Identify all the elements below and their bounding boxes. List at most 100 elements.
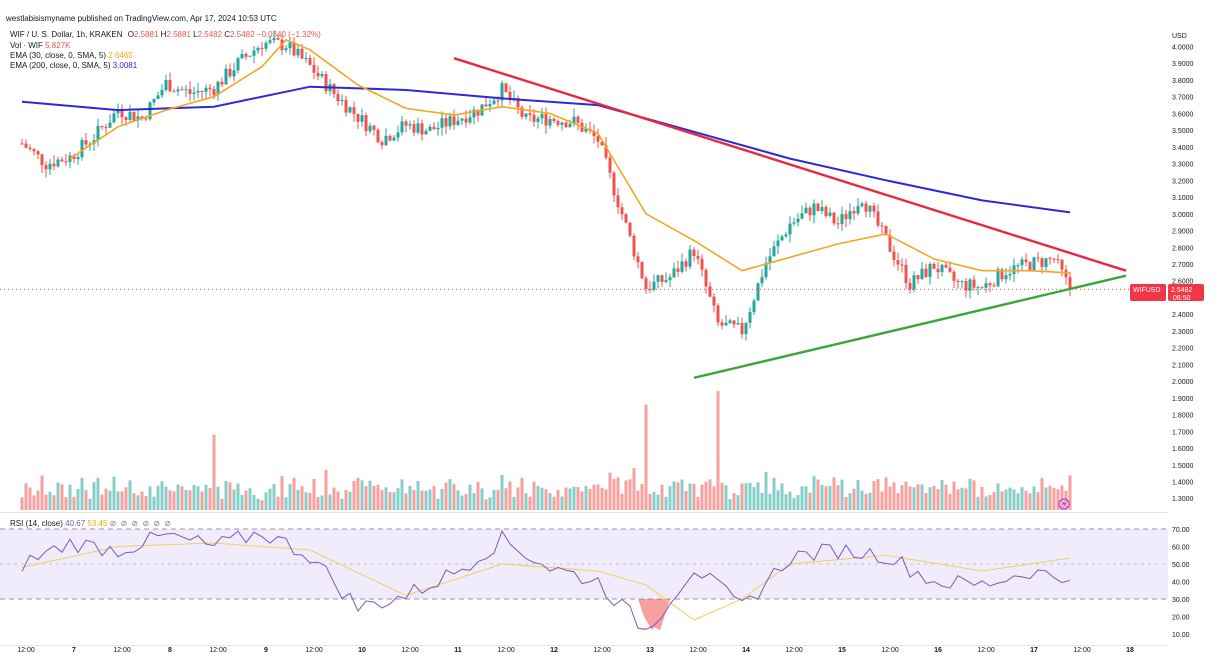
candle-body	[332, 84, 336, 94]
candle-body	[996, 269, 1000, 287]
volume-bar	[576, 487, 580, 510]
rsi-tick: 70.00	[1172, 527, 1190, 534]
time-tick: 7	[72, 647, 76, 654]
candle-body	[144, 118, 148, 120]
last-price-value-box	[1168, 284, 1204, 301]
candle-body	[796, 218, 800, 223]
candle-body	[32, 148, 36, 152]
volume-bar	[336, 491, 340, 510]
time-tick: 12:00	[209, 647, 227, 654]
ohlc-open: 2.5881	[133, 30, 159, 39]
volume-bar	[1000, 491, 1004, 510]
volume-bar	[1036, 492, 1040, 510]
volume-bar	[136, 495, 140, 510]
resistance-trendline[interactable]	[453, 57, 1127, 272]
price-tick: 3.4000	[1172, 145, 1194, 152]
volume-bar	[320, 495, 324, 510]
candle-body	[456, 120, 460, 126]
lightning-icon[interactable]	[1058, 498, 1070, 510]
candle-body	[760, 277, 764, 284]
volume-bar	[824, 486, 828, 510]
volume-bar	[684, 491, 688, 510]
candle-body	[56, 159, 60, 167]
volume-bar	[412, 490, 416, 510]
ema30-label[interactable]: EMA (30, close, 0, SMA, 5)	[10, 51, 107, 60]
candle-body	[256, 47, 260, 51]
ema200-label[interactable]: EMA (200, close, 0, SMA, 5)	[10, 61, 111, 70]
volume-bar	[368, 480, 372, 510]
symbol-header: WIF / U. S. Dollar, 1h, KRAKEN O2.5881 H…	[10, 30, 321, 39]
time-tick: 9	[264, 647, 268, 654]
candle-body	[716, 305, 720, 323]
price-tick: 2.9000	[1172, 229, 1194, 236]
volume-bar	[548, 493, 552, 510]
candle-body	[912, 275, 916, 290]
candle-body	[808, 207, 812, 216]
volume-bar	[504, 488, 508, 510]
volume-bar	[608, 472, 612, 510]
rsi-settings-icons[interactable]: ⊘ ⊘ ⊘ ⊘ ⊘ ⊘	[109, 519, 173, 528]
candle-body	[324, 74, 328, 92]
volume-bar	[544, 489, 548, 510]
volume-bar	[264, 492, 268, 510]
candle-body	[304, 58, 308, 60]
support-trendline[interactable]	[693, 274, 1127, 379]
volume-bar	[568, 488, 572, 510]
volume-bar	[704, 481, 708, 510]
volume-bar	[728, 499, 732, 510]
volume-bar	[908, 486, 912, 510]
candle-body	[1044, 258, 1048, 268]
candle-body	[664, 280, 668, 282]
symbol-title[interactable]: WIF / U. S. Dollar, 1h, KRAKEN	[10, 30, 123, 39]
candle-body	[100, 125, 104, 128]
candle-body	[980, 286, 984, 288]
volume-bar	[528, 496, 532, 510]
candle-body	[320, 74, 324, 77]
volume-bar	[128, 480, 132, 510]
candle-body	[504, 83, 508, 92]
candle-body	[984, 283, 988, 288]
candle-body	[632, 235, 636, 257]
candle-body	[284, 48, 288, 51]
volume-bar	[132, 493, 136, 510]
candle-body	[492, 100, 496, 105]
candle-body	[64, 161, 68, 163]
volume-bar	[328, 494, 332, 510]
candle-body	[276, 38, 280, 40]
ema30-value: 2.6465	[108, 51, 133, 60]
volume-bar	[572, 486, 576, 510]
volume-bar	[836, 485, 840, 510]
candle-body	[896, 260, 900, 265]
volume-bar	[168, 490, 172, 510]
candle-body	[576, 116, 580, 123]
ohlc-high: 2.5881	[166, 30, 191, 39]
volume-bar	[948, 493, 952, 510]
rsi-tick: 40.00	[1172, 580, 1190, 587]
candle-body	[924, 268, 928, 277]
candle-body	[120, 110, 124, 118]
candle-body	[292, 42, 296, 56]
candle-body	[688, 249, 692, 267]
candle-body	[132, 111, 136, 121]
volume-label[interactable]: Vol · WIF	[10, 41, 43, 50]
volume-bar	[408, 485, 412, 510]
candle-body	[460, 118, 464, 121]
volume-bar	[40, 475, 44, 510]
volume-bar	[716, 391, 720, 510]
volume-bar	[36, 490, 40, 510]
candle-body	[800, 213, 804, 219]
volume-bar	[104, 488, 108, 510]
rsi-label[interactable]: RSI (14, close)	[10, 519, 63, 528]
volume-bar	[656, 494, 660, 510]
volume-bar	[464, 493, 468, 510]
candle-body	[384, 135, 388, 146]
volume-bar	[616, 477, 620, 510]
candle-body	[564, 122, 568, 128]
price-tick: 1.8000	[1172, 413, 1194, 420]
volume-bar	[252, 495, 256, 510]
volume-bar	[892, 482, 896, 510]
candle-body	[228, 68, 232, 77]
time-tick: 12:00	[1073, 647, 1091, 654]
ema200-line	[21, 85, 1071, 214]
volume-bar	[932, 485, 936, 510]
